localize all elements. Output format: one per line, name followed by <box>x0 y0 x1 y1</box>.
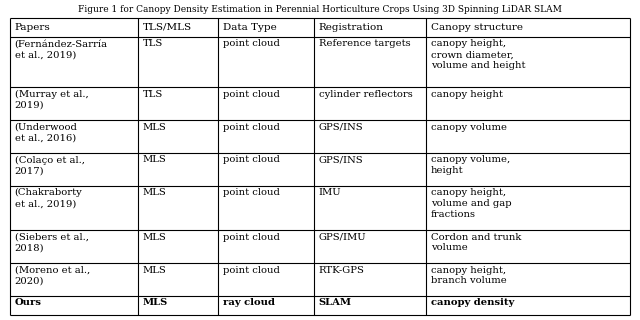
Text: Registration: Registration <box>319 23 384 32</box>
Text: canopy height: canopy height <box>431 90 502 99</box>
Text: MLS: MLS <box>143 266 166 275</box>
Text: Data Type: Data Type <box>223 23 276 32</box>
Text: point cloud: point cloud <box>223 156 280 164</box>
Text: Canopy structure: Canopy structure <box>431 23 523 32</box>
Text: (Fernández-Sarría
et al., 2019): (Fernández-Sarría et al., 2019) <box>15 39 108 59</box>
Text: GPS/INS: GPS/INS <box>319 123 364 132</box>
Text: (Colaço et al.,
2017): (Colaço et al., 2017) <box>15 156 84 175</box>
Text: TLS/MLS: TLS/MLS <box>143 23 192 32</box>
Text: Figure 1 for Canopy Density Estimation in Perennial Horticulture Crops Using 3D : Figure 1 for Canopy Density Estimation i… <box>78 5 562 14</box>
Text: cylinder reflectors: cylinder reflectors <box>319 90 412 99</box>
Text: MLS: MLS <box>143 299 168 308</box>
Text: TLS: TLS <box>143 90 163 99</box>
Text: MLS: MLS <box>143 123 166 132</box>
Text: IMU: IMU <box>319 188 341 197</box>
Text: Cordon and trunk
volume: Cordon and trunk volume <box>431 233 521 252</box>
Text: canopy height,
crown diameter,
volume and height: canopy height, crown diameter, volume an… <box>431 39 525 70</box>
Text: canopy volume: canopy volume <box>431 123 507 132</box>
Text: canopy height,
volume and gap
fractions: canopy height, volume and gap fractions <box>431 188 511 219</box>
Text: (Moreno et al.,
2020): (Moreno et al., 2020) <box>15 266 90 285</box>
Text: MLS: MLS <box>143 188 166 197</box>
Text: point cloud: point cloud <box>223 266 280 275</box>
Text: (Chakraborty
et al., 2019): (Chakraborty et al., 2019) <box>15 188 83 208</box>
Text: (Underwood
et al., 2016): (Underwood et al., 2016) <box>15 123 77 142</box>
Text: RTK-GPS: RTK-GPS <box>319 266 365 275</box>
Text: canopy density: canopy density <box>431 299 514 308</box>
Text: MLS: MLS <box>143 156 166 164</box>
Text: point cloud: point cloud <box>223 233 280 242</box>
Text: point cloud: point cloud <box>223 123 280 132</box>
Text: (Siebers et al.,
2018): (Siebers et al., 2018) <box>15 233 89 252</box>
Text: SLAM: SLAM <box>319 299 352 308</box>
Text: Ours: Ours <box>15 299 42 308</box>
Text: Reference targets: Reference targets <box>319 39 410 49</box>
Text: MLS: MLS <box>143 233 166 242</box>
Text: GPS/IMU: GPS/IMU <box>319 233 366 242</box>
Text: TLS: TLS <box>143 39 163 49</box>
Text: canopy height,
branch volume: canopy height, branch volume <box>431 266 506 285</box>
Text: point cloud: point cloud <box>223 188 280 197</box>
Text: canopy volume,
height: canopy volume, height <box>431 156 510 175</box>
Text: Papers: Papers <box>15 23 51 32</box>
Text: point cloud: point cloud <box>223 90 280 99</box>
Text: (Murray et al.,
2019): (Murray et al., 2019) <box>15 90 88 110</box>
Text: ray cloud: ray cloud <box>223 299 275 308</box>
Text: GPS/INS: GPS/INS <box>319 156 364 164</box>
Text: point cloud: point cloud <box>223 39 280 49</box>
